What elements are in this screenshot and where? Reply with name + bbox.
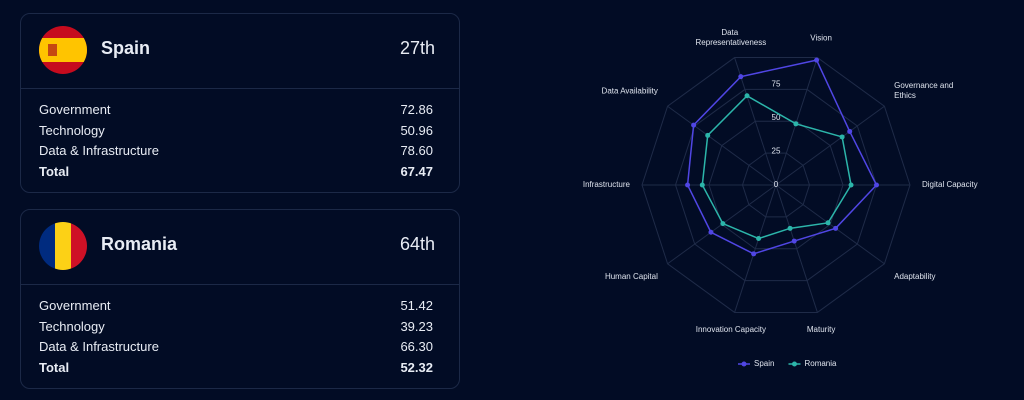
score-value: 66.30 [400,339,433,354]
series-point [699,182,705,188]
legend-label: Spain [754,359,774,368]
series-point [705,132,711,138]
series-point [756,236,762,242]
score-value: 52.32 [400,359,433,375]
score-row: Technology 50.96 [39,123,433,143]
score-value: 50.96 [400,122,433,138]
series-point [793,121,799,127]
score-row: Data & Infrastructure 66.30 [39,339,433,359]
card-header: Romania 64th [21,210,459,285]
spoke [775,184,885,265]
series-point [839,134,845,140]
axis-label: Digital Capacity [922,180,978,189]
series-point [691,122,697,128]
score-label: Data & Infrastructure [39,339,159,354]
axis-label: Maturity [807,325,835,334]
axis-label: Human Capital [605,272,658,281]
axis-label: Data Representativeness [696,28,767,47]
axis-label: Innovation Capacity [696,325,766,334]
r-tick-label: 50 [772,113,781,122]
card-header: Spain 27th [21,14,459,89]
series-point [708,229,714,235]
score-label: Government [39,102,111,117]
spoke [775,57,818,186]
score-row: Government 51.42 [39,298,433,318]
score-value: 72.86 [400,102,433,117]
series-point [787,225,793,231]
axis-label: Adaptability [894,272,935,281]
series-point [685,182,691,188]
series-point [848,182,854,188]
axis-label: Vision [810,33,832,42]
spoke [775,184,818,313]
legend-dot [741,361,747,367]
score-label: Technology [39,318,105,334]
series-point [874,182,879,188]
series-point [720,221,726,227]
score-row: Total 67.47 [39,164,433,184]
rank: 64th [399,234,435,254]
legend-label: Romania [804,359,837,368]
score-row: Data & Infrastructure 78.60 [39,143,433,163]
score-label: Technology [39,122,105,138]
series-point [833,225,839,231]
r-tick-label: 25 [772,147,781,156]
score-label: Total [39,359,70,375]
series-point [744,93,750,99]
r-tick-label: 75 [772,80,781,89]
rank: 27th [399,38,435,58]
country-card: Romania 64th Government 51.42 Technology 39.2… [20,209,460,389]
country-card: Spain 27th Government 72.86 Technology 50.96 D… [20,13,460,193]
series-point [791,238,797,244]
score-label: Government [39,298,111,313]
axis-label: Governance and Ethics [894,81,955,100]
score-row: Technology 39.23 [39,319,433,339]
legend-dot [791,361,797,367]
axis-label: Infrastructure [583,180,631,189]
score-value: 39.23 [400,318,433,334]
r-tick-label: 0 [774,180,779,189]
series-point [751,251,757,257]
flag [39,222,87,275]
axis-label: Data Availability [602,86,658,95]
spoke [775,105,885,186]
score-value: 67.47 [400,163,433,179]
country-name: Spain [101,38,151,58]
series-point [847,128,853,134]
series-point [738,74,744,80]
spoke [667,105,777,186]
score-row: Total 52.32 [39,360,433,380]
score-value: 78.60 [400,143,433,158]
score-value: 51.42 [400,298,433,313]
flag [39,26,87,79]
country-name: Romania [101,234,178,254]
score-row: Government 72.86 [39,102,433,122]
score-label: Total [39,163,70,179]
series-point [814,57,820,63]
series-point [825,220,831,226]
spoke [734,184,777,313]
score-label: Data & Infrastructure [39,143,159,158]
